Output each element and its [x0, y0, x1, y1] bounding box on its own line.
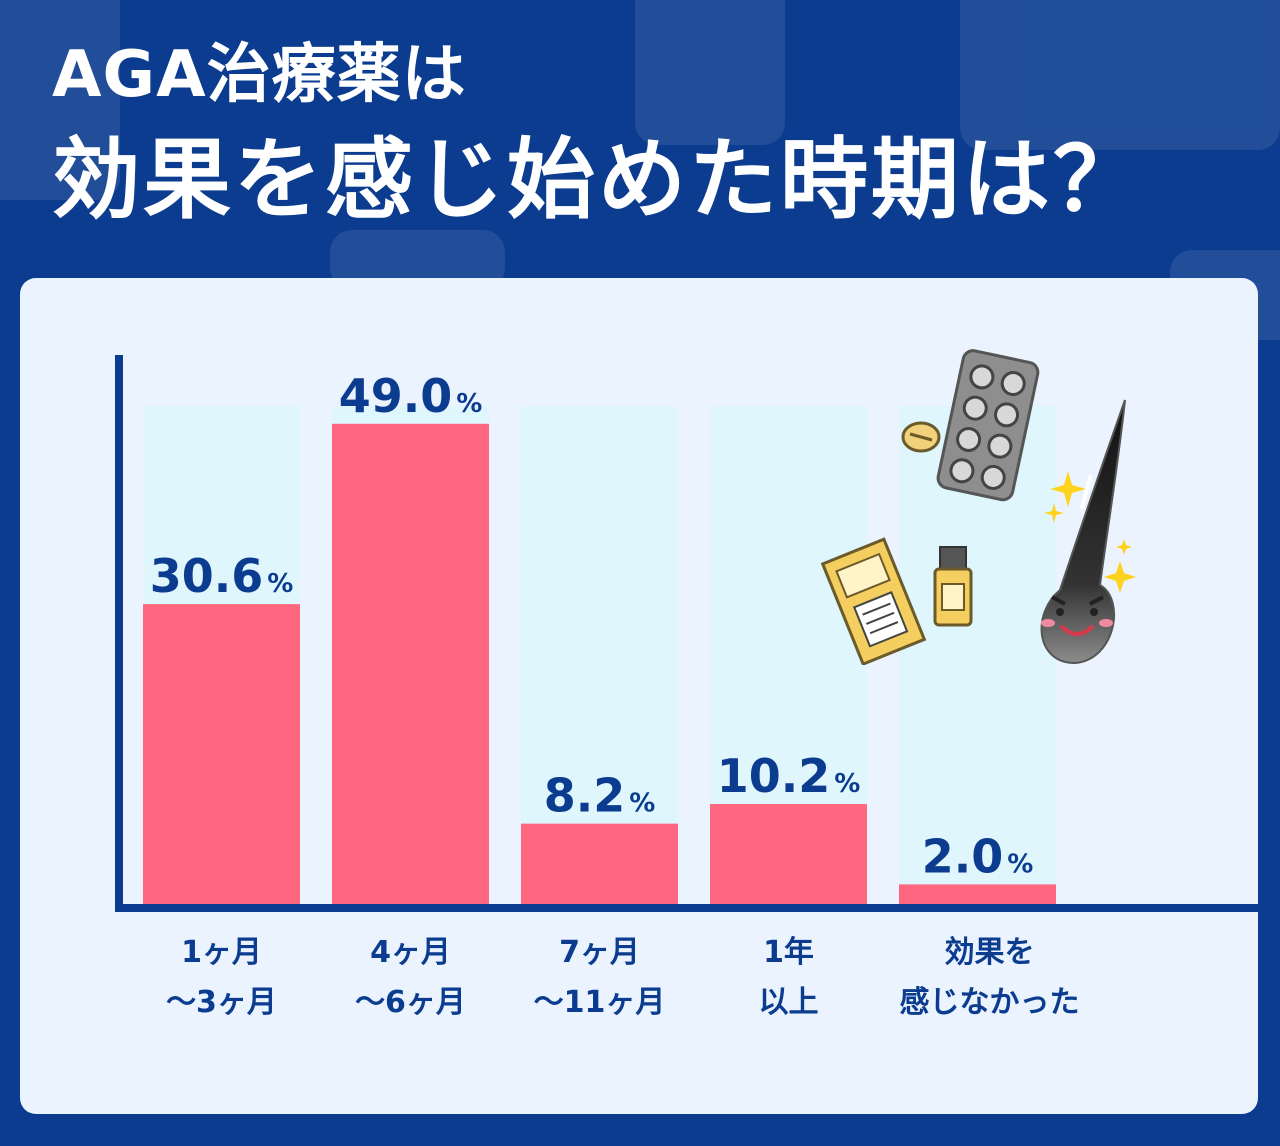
value-label: 2.0% — [922, 829, 1034, 883]
bar — [899, 884, 1056, 904]
value-label: 8.2% — [544, 769, 656, 823]
bar — [332, 423, 489, 904]
pill-sheet-icon — [936, 349, 1040, 502]
background-bubble — [635, 0, 785, 145]
value-label: 10.2% — [717, 749, 861, 803]
x-tick-label: 7ヶ月 〜11ヶ月 — [533, 935, 666, 1020]
value-label: 30.6% — [150, 549, 294, 603]
medicine-box-icon — [820, 537, 927, 665]
x-tick-label: 1ヶ月 〜3ヶ月 — [166, 935, 277, 1020]
title-line-2: 効果を感じ始めた時期は？ — [52, 128, 1145, 231]
background-bubble — [960, 0, 1280, 150]
sparkle-icon — [1044, 471, 1136, 593]
x-tick-label: 効果を 感じなかった — [899, 935, 1080, 1020]
value-label: 49.0% — [339, 369, 483, 423]
x-tick-label: 4ヶ月 〜6ヶ月 — [355, 935, 466, 1020]
bar — [143, 604, 300, 904]
bar — [710, 804, 867, 904]
bar — [521, 823, 678, 904]
tablet-icon — [901, 421, 941, 453]
bar-track — [521, 406, 678, 904]
hair-character-icon — [1040, 399, 1126, 665]
background-bubble — [0, 0, 120, 200]
bottle-icon — [933, 546, 973, 627]
x-tick-label: 1年 以上 — [758, 935, 819, 1020]
title-line-1: AGA治療薬は — [52, 38, 467, 112]
